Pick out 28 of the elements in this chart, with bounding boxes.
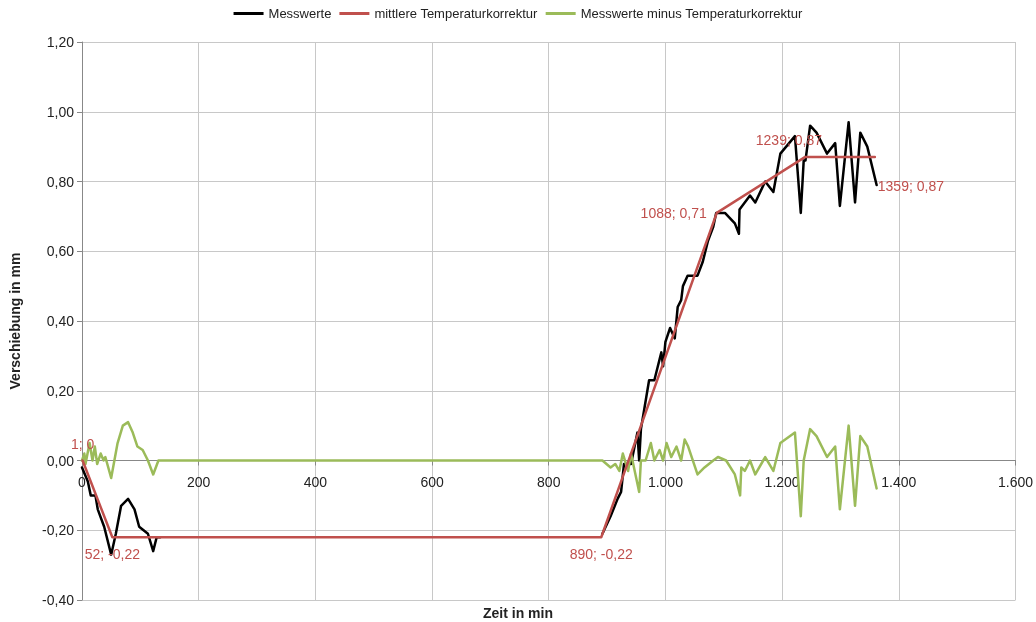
x-tick-label: 1.600 xyxy=(997,473,1034,490)
x-tick-label: 1.400 xyxy=(881,473,917,490)
y-tick-label: -0,40 xyxy=(42,592,75,608)
y-tick-label: 0,80 xyxy=(46,173,75,190)
data-label: 1; 0 xyxy=(70,435,95,452)
y-tick-label: 1,20 xyxy=(46,34,75,50)
legend-label: Messwerte minus Temperaturkorrektur xyxy=(580,6,803,21)
y-tick-label: 0,60 xyxy=(46,243,75,260)
data-label: 52; -0,22 xyxy=(84,546,141,563)
y-tick-label: 0,20 xyxy=(46,382,75,399)
data-label: 1088; 0,71 xyxy=(640,204,707,221)
y-tick-label: 1,00 xyxy=(46,103,75,120)
y-tick-label: -0,20 xyxy=(42,522,75,539)
y-tick-label: 0,00 xyxy=(46,452,75,469)
legend-label: Messwerte xyxy=(268,6,332,21)
x-axis-title: Zeit in min xyxy=(483,605,553,621)
x-tick-label: 600 xyxy=(420,473,444,490)
x-tick-label: 1.000 xyxy=(647,473,684,490)
x-tick-label: 0 xyxy=(78,473,87,490)
x-tick-label: 800 xyxy=(537,473,561,490)
legend-label: mittlere Temperaturkorrektur xyxy=(374,6,539,21)
x-tick-label: 200 xyxy=(187,473,211,490)
line-series xyxy=(80,420,878,518)
data-label: 1359; 0,87 xyxy=(877,178,945,195)
data-label: 890; -0,22 xyxy=(569,546,633,563)
y-tick-label: 0,40 xyxy=(46,313,75,329)
x-tick-label: 400 xyxy=(303,473,328,490)
y-axis-title: Verschiebung in mm xyxy=(7,252,23,390)
